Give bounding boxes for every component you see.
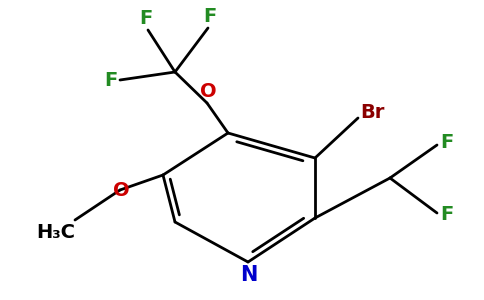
Text: O: O xyxy=(113,182,129,200)
Text: F: F xyxy=(203,7,217,26)
Text: F: F xyxy=(440,206,453,224)
Text: F: F xyxy=(139,9,152,28)
Text: F: F xyxy=(104,70,117,89)
Text: H₃C: H₃C xyxy=(36,223,75,242)
Text: F: F xyxy=(440,134,453,152)
Text: N: N xyxy=(241,265,257,285)
Text: Br: Br xyxy=(360,103,384,122)
Text: O: O xyxy=(200,82,216,101)
